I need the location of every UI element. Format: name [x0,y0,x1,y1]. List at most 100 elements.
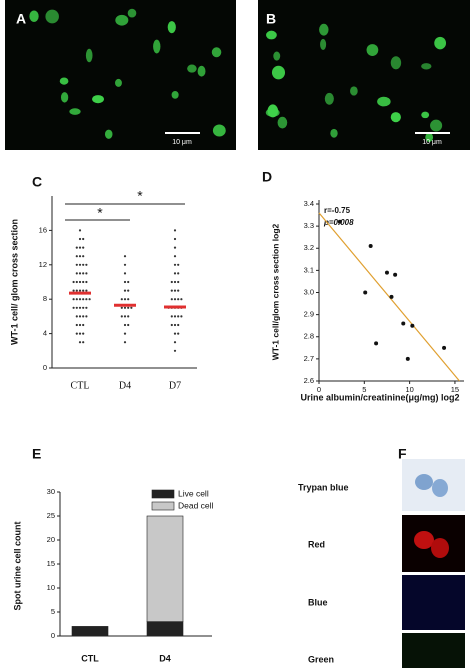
dot [123,289,127,292]
dot [82,272,85,275]
dot [75,323,78,327]
dot [82,306,85,309]
stained-cell [432,479,448,497]
cell [425,132,434,142]
dot [127,289,130,292]
dot [173,272,177,275]
y-axis-label: Spot urine cell count [12,521,22,610]
dot [85,280,88,284]
panel-letter: A [16,11,26,27]
point [337,219,342,224]
cell [60,92,69,103]
dot [173,263,177,266]
dot [88,298,91,301]
cell [187,64,197,73]
y-tick-label: 3.3 [304,221,314,230]
dot [177,280,180,284]
y-tick-label: 20 [47,535,55,544]
bar-segment [71,626,109,637]
dot [123,272,127,275]
cell [212,124,226,137]
bar-segment [146,621,184,637]
dot [173,341,177,344]
dot [82,332,85,335]
dot [75,315,78,318]
dot [170,323,173,327]
dot [85,289,88,292]
dot [85,263,88,266]
y-tick-label: 4 [43,329,47,338]
dot [123,255,127,258]
panel-letter: E [32,446,41,462]
x-tick-label: 10 [405,385,413,394]
dot [82,255,85,258]
dot [72,298,75,301]
point [405,356,410,361]
legend-label: Live cell [178,488,209,498]
dot [75,306,78,309]
dot [75,255,78,258]
cell [271,65,286,80]
dot [123,263,127,266]
y-tick-label: 2.7 [304,354,314,363]
dot [173,323,177,327]
dot [173,298,177,301]
dot [127,306,130,309]
cell [434,36,447,50]
x-axis-label: Urine albumin/creatinine(μg/mg) log2 [300,392,459,402]
dot [78,289,82,292]
cell [390,56,402,70]
dot [173,229,177,232]
cell [127,8,137,18]
cell [324,92,334,105]
dot [123,315,127,318]
cell [104,129,113,139]
row-label: Blue [308,597,328,607]
y-tick-label: 3.4 [304,199,314,208]
dot [127,315,130,318]
significance: * [97,205,103,221]
dot [82,237,85,241]
dot [173,255,177,258]
y-tick-label: 25 [47,511,55,520]
dot [78,237,82,241]
cell [85,48,93,63]
cell [421,111,430,119]
dot [78,255,82,258]
dot [78,341,82,344]
point [384,270,389,275]
dot [82,323,85,327]
dot [82,315,85,318]
cell [59,77,69,85]
dot [82,289,85,292]
y-tick-label: 2.9 [304,310,314,319]
y-tick-label: 3.2 [304,243,314,252]
dot [170,289,173,292]
dot [75,280,78,284]
x-tick-label: D4 [119,380,131,391]
dot [78,280,82,284]
dot [173,280,177,284]
y-tick-label: 10 [47,583,55,592]
y-tick-label: 3.0 [304,287,314,296]
dot [173,237,177,241]
x-tick-label: D7 [169,380,181,391]
dot [177,315,180,318]
point [410,323,415,328]
point [363,290,368,295]
panel-letter: C [32,174,42,190]
row-label: Trypan blue [298,482,349,492]
bar-segment [146,515,184,622]
row-label: Red [308,539,325,549]
cell [277,116,288,129]
dot [78,272,82,275]
y-tick-label: 8 [43,294,47,303]
cell [211,47,222,58]
cell [350,86,358,96]
point [374,341,379,346]
y-tick-label: 15 [47,559,55,568]
dot [120,298,123,301]
point [389,294,394,299]
cell [45,9,59,24]
dot [173,289,177,292]
